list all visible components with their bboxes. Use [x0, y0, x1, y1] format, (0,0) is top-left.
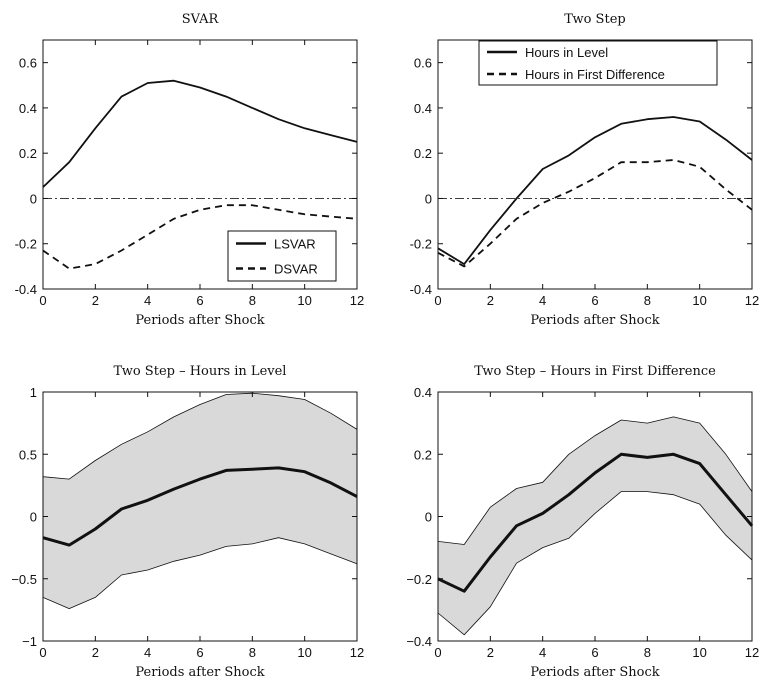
- chart-panel-3: 0 2 4 6 8 10 12 −1 −0.5 0 0.5 1 Two Step – Hours in …: [11, 364, 364, 680]
- x-tick-label: 2: [92, 645, 99, 660]
- x-axis-label: Periods after Shock: [135, 665, 264, 680]
- y-tick-label: 0.4: [19, 101, 37, 116]
- x-tick-label: 12: [745, 293, 759, 308]
- legend: LSVAR DSVAR: [227, 230, 337, 282]
- series-line-dsvar: [42, 204, 358, 270]
- y-tick-label: 0: [425, 191, 432, 206]
- x-tick-label: 12: [350, 293, 364, 308]
- band-upper-line: [437, 416, 753, 545]
- x-tick-label: 0: [39, 645, 46, 660]
- x-tick-label: 4: [144, 645, 151, 660]
- band-lower-line: [42, 537, 358, 609]
- x-tick-label: 4: [144, 293, 151, 308]
- x-tick-label: 2: [487, 293, 494, 308]
- confidence-band: [438, 416, 752, 635]
- y-tick-label: 0: [425, 510, 432, 525]
- x-tick-label: 8: [249, 645, 256, 660]
- x-tick-label: 6: [196, 645, 203, 660]
- y-tick-label: -0.4: [15, 282, 37, 297]
- y-tick-label: -0.2: [410, 237, 432, 252]
- x-tick-label: 8: [644, 645, 651, 660]
- band-upper-line: [42, 392, 358, 480]
- band-lower-line: [437, 491, 753, 636]
- y-tick-label: −0.5: [11, 572, 37, 587]
- chart-panel-2: 0 2 4 6 8 10 12 -0.4 -0.2 0 0.2 0.4 0.6 Two Step Perio…: [410, 12, 760, 328]
- legend: Hours in Level Hours in First Difference: [478, 40, 718, 86]
- x-tick-label: 8: [644, 293, 651, 308]
- y-tick-label: 0.6: [414, 56, 432, 71]
- x-tick-label: 10: [297, 645, 311, 660]
- y-tick-label: 1: [30, 385, 37, 400]
- x-tick-label: 6: [591, 645, 598, 660]
- legend-label-lsvar: LSVAR: [274, 237, 316, 252]
- x-tick-label: 10: [692, 645, 706, 660]
- x-tick-label: 12: [745, 645, 759, 660]
- x-tick-label: 8: [249, 293, 256, 308]
- x-tick-label: 10: [297, 293, 311, 308]
- x-tick-label: 0: [39, 293, 46, 308]
- chart-title: SVAR: [182, 12, 220, 27]
- y-tick-label: -0.4: [410, 282, 432, 297]
- y-tick-label: −1: [22, 634, 37, 649]
- y-tick-label: -0.2: [15, 237, 37, 252]
- chart-panel-1: 0 2 4 6 8 10 12 -0.4 -0.2 0 0.2 0.4 0.6 SVAR Periods a…: [15, 12, 365, 328]
- chart-title: Two Step: [564, 12, 625, 27]
- legend-box: [478, 40, 718, 86]
- x-tick-label: 6: [196, 293, 203, 308]
- series-line-point-estimate: [437, 452, 754, 593]
- x-tick-label: 0: [434, 645, 441, 660]
- chart-title: Two Step – Hours in Level: [114, 364, 287, 379]
- x-tick-label: 6: [591, 293, 598, 308]
- x-tick-label: 12: [350, 645, 364, 660]
- y-tick-label: 0.2: [414, 447, 432, 462]
- y-tick-label: 0.2: [414, 146, 432, 161]
- x-axis-label: Periods after Shock: [530, 665, 659, 680]
- series-line-lsvar: [42, 79, 358, 188]
- y-tick-label: 0.4: [414, 101, 432, 116]
- legend-box: [227, 230, 337, 282]
- legend-label-hours-in-level: Hours in Level: [525, 45, 608, 60]
- x-tick-label: 10: [692, 293, 706, 308]
- x-tick-label: 2: [92, 293, 99, 308]
- y-tick-label: −0.4: [406, 634, 432, 649]
- x-tick-label: 0: [434, 293, 441, 308]
- chart-panel-4: 0 2 4 6 8 10 12 −0.4 −0.2 0 0.2 0.4 Two Step – Hours…: [406, 364, 759, 680]
- y-tick-label: 0: [30, 510, 37, 525]
- y-tick-label: 0: [30, 191, 37, 206]
- y-tick-label: 0.4: [414, 385, 432, 400]
- x-axis-label: Periods after Shock: [135, 313, 264, 328]
- legend-label-dsvar: DSVAR: [274, 262, 318, 277]
- series-line-point-estimate: [42, 466, 358, 547]
- x-axis-label: Periods after Shock: [530, 313, 659, 328]
- chart-title: Two Step – Hours in First Difference: [474, 364, 716, 379]
- series-line-hours-in-level: [437, 116, 753, 266]
- x-tick-label: 4: [539, 645, 546, 660]
- y-tick-label: 0.5: [19, 447, 37, 462]
- confidence-band: [43, 393, 357, 609]
- y-tick-label: 0.6: [19, 56, 37, 71]
- y-tick-label: −0.2: [406, 572, 432, 587]
- legend-label-hours-in-first-difference: Hours in First Difference: [525, 67, 665, 82]
- x-tick-label: 2: [487, 645, 494, 660]
- x-tick-label: 4: [539, 293, 546, 308]
- series-line-hours-in-first-difference: [437, 159, 753, 268]
- y-tick-label: 0.2: [19, 146, 37, 161]
